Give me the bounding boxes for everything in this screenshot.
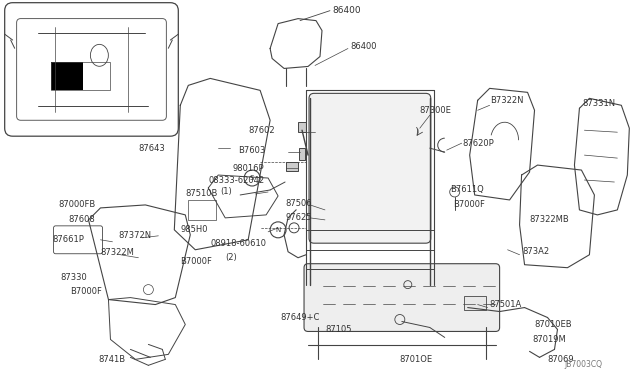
Bar: [464, 296, 486, 310]
Text: 873A2: 873A2: [522, 247, 550, 256]
Text: 87069: 87069: [547, 355, 574, 364]
Text: 86400: 86400: [332, 6, 360, 15]
Text: (2): (2): [225, 253, 237, 262]
Text: 08333-62042: 08333-62042: [208, 176, 264, 185]
Text: 86400: 86400: [350, 42, 376, 51]
Text: 87010EB: 87010EB: [534, 320, 572, 329]
Text: B7322N: B7322N: [490, 96, 523, 105]
Text: 87661P: 87661P: [52, 235, 84, 244]
Text: B7611Q: B7611Q: [450, 186, 483, 195]
Text: 87331N: 87331N: [582, 99, 616, 108]
Text: 87643: 87643: [139, 144, 165, 153]
Text: 87322M: 87322M: [100, 248, 134, 257]
Bar: [51, 62, 111, 90]
Bar: [286, 162, 298, 171]
Text: 98016P: 98016P: [232, 164, 264, 173]
Text: 8701OE: 8701OE: [400, 355, 433, 364]
Text: B7000F: B7000F: [70, 287, 102, 296]
Text: 985H0: 985H0: [180, 225, 208, 234]
Text: JB7003CQ: JB7003CQ: [564, 360, 602, 369]
Text: 87105: 87105: [325, 325, 352, 334]
Text: 08918-60610: 08918-60610: [210, 239, 266, 248]
Bar: [188, 200, 216, 220]
Bar: [298, 122, 306, 132]
Text: 87649+C: 87649+C: [280, 313, 320, 322]
Text: 87330: 87330: [61, 273, 87, 282]
Text: N: N: [275, 227, 281, 233]
Text: 87300E: 87300E: [420, 106, 452, 115]
Text: 87506: 87506: [285, 199, 312, 208]
Text: 87322MB: 87322MB: [529, 215, 570, 224]
Text: 87620P: 87620P: [463, 139, 495, 148]
FancyBboxPatch shape: [304, 264, 500, 331]
Text: 87608: 87608: [68, 215, 95, 224]
Text: B7603: B7603: [238, 145, 265, 155]
Bar: [51, 62, 83, 90]
Text: S: S: [250, 175, 254, 181]
Text: 87602: 87602: [248, 126, 275, 135]
Text: 97625: 97625: [285, 214, 312, 222]
Text: 87372N: 87372N: [118, 231, 152, 240]
Text: 87000FB: 87000FB: [59, 201, 96, 209]
FancyBboxPatch shape: [309, 93, 431, 243]
Text: B7000F: B7000F: [180, 257, 212, 266]
Text: 87019M: 87019M: [532, 335, 566, 344]
Text: B7000F: B7000F: [452, 201, 484, 209]
Text: 8741B: 8741B: [99, 355, 125, 364]
Text: (1): (1): [220, 187, 232, 196]
Text: 87501A: 87501A: [490, 300, 522, 309]
Text: 87510B: 87510B: [186, 189, 218, 199]
Bar: [299, 148, 305, 160]
